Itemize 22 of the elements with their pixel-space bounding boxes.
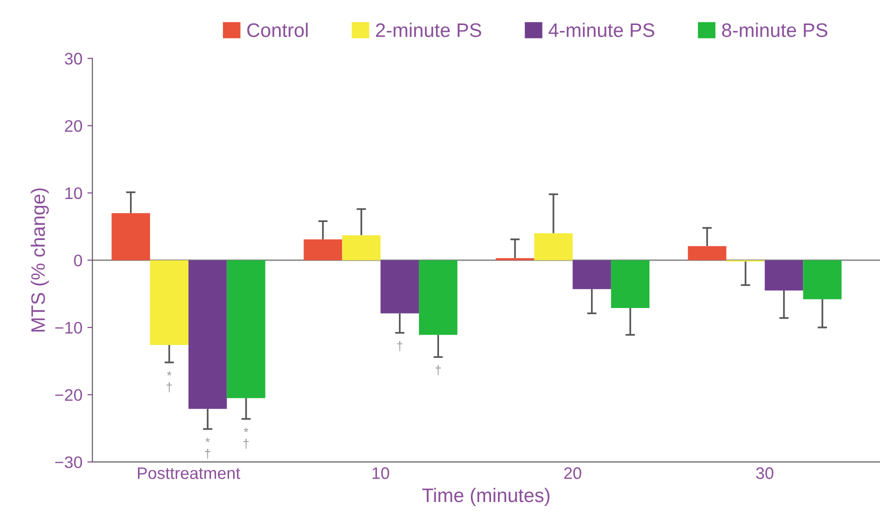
x-tick-label: 10 [372, 467, 390, 480]
y-tick-label: −30 [55, 456, 82, 468]
x-tick-label: 20 [564, 467, 582, 480]
y-tick-label: 0 [74, 254, 82, 266]
annotation: * † [205, 438, 210, 459]
y-tick-label: −20 [55, 389, 82, 401]
y-tick-label: −10 [55, 322, 82, 334]
y-tick-label: 10 [65, 187, 82, 200]
legend-label: 4-minute PS [548, 22, 654, 38]
legend-label: 8-minute PS [722, 22, 828, 38]
y-axis-title: MTS (% change) [30, 188, 49, 332]
x-tick-label: 30 [756, 467, 774, 480]
annotation: † [436, 365, 441, 376]
y-tick-label: 20 [64, 120, 82, 132]
x-axis-title: Time (minutes) [422, 488, 550, 506]
x-tick-label: Posttreatment [138, 467, 240, 480]
annotation: * † [243, 428, 249, 449]
legend-label: 2-minute PS [376, 22, 482, 38]
legend-label: Control [247, 22, 308, 38]
y-tick-label: 30 [64, 52, 82, 65]
annotation: * † [166, 371, 172, 392]
annotation: † [397, 341, 402, 352]
